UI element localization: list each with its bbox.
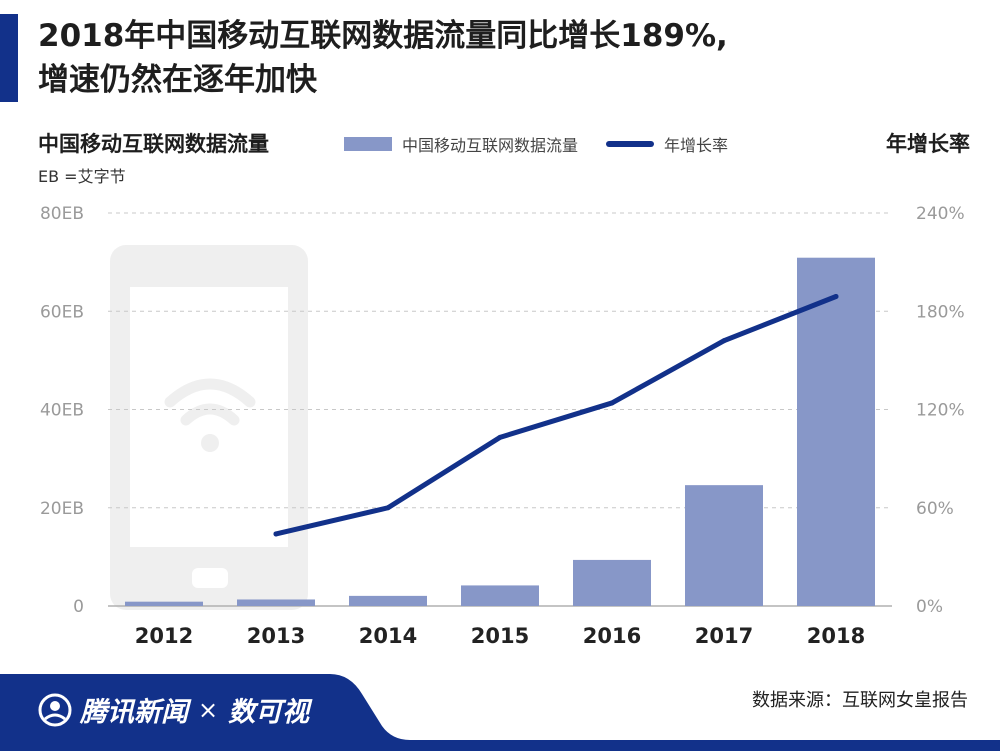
left-tick-label: 40EB <box>40 401 84 421</box>
growth-rate-point-2014 <box>385 505 391 511</box>
category-label: 2015 <box>471 624 529 648</box>
growth-rate-point-2016 <box>609 400 615 406</box>
unit-note: EB =艾字节 <box>38 167 126 186</box>
traffic-bar-2016 <box>573 559 651 606</box>
left-tick-label: 80EB <box>40 204 84 224</box>
right-tick-label: 0% <box>916 597 943 617</box>
traffic-bar-2018 <box>797 257 875 606</box>
traffic-bar-2017 <box>685 485 763 606</box>
brand: 腾讯新闻 × 数可视 <box>38 690 309 729</box>
category-label: 2017 <box>695 624 753 648</box>
growth-rate-point-2017 <box>721 338 727 344</box>
category-label: 2018 <box>807 624 865 648</box>
legend-bar-label: 中国移动互联网数据流量 <box>402 136 579 155</box>
left-axis-title: 中国移动互联网数据流量 <box>38 132 269 156</box>
legend: 中国移动互联网数据流量 年增长率 <box>344 132 728 156</box>
legend-line-swatch <box>606 141 655 147</box>
traffic-bar-2012 <box>125 601 203 606</box>
left-tick-label: 20EB <box>40 499 84 519</box>
right-axis-title: 年增长率 <box>886 132 970 156</box>
brand-partner: 数可视 <box>228 697 310 728</box>
brand-separator: × <box>198 695 219 724</box>
traffic-bar-2013 <box>237 599 315 606</box>
left-tick-label: 60EB <box>40 302 84 322</box>
right-tick-label: 60% <box>916 499 954 519</box>
growth-rate-point-2013 <box>273 531 279 537</box>
title-accent-bar <box>0 14 18 102</box>
right-tick-label: 120% <box>916 401 965 421</box>
tencent-news-logo-icon <box>38 693 72 726</box>
category-label: 2014 <box>359 624 417 648</box>
title-line-2: 增速仍然在逐年加快 <box>38 62 317 98</box>
phone-watermark-icon <box>110 245 308 610</box>
title-line-1: 2018年中国移动互联网数据流量同比增长189%, <box>38 18 728 54</box>
left-tick-label: 0 <box>73 597 84 617</box>
legend-line-label: 年增长率 <box>664 136 729 155</box>
footer-band <box>0 674 1000 751</box>
category-label: 2013 <box>247 624 305 648</box>
right-tick-label: 180% <box>916 302 965 322</box>
traffic-bar-2014 <box>349 595 427 606</box>
category-label: 2012 <box>135 624 193 648</box>
data-source: 数据来源：互联网女皇报告 <box>752 690 968 711</box>
category-label: 2016 <box>583 624 641 648</box>
right-tick-label: 240% <box>916 204 965 224</box>
growth-rate-line <box>273 294 839 537</box>
traffic-bar-2015 <box>461 585 539 606</box>
growth-rate-point-2015 <box>497 434 503 440</box>
page-title: 2018年中国移动互联网数据流量同比增长189%, 增速仍然在逐年加快 <box>38 14 978 102</box>
growth-rate-point-2018 <box>833 294 839 300</box>
brand-name: 腾讯新闻 <box>80 697 188 728</box>
legend-bar-swatch <box>344 137 392 151</box>
